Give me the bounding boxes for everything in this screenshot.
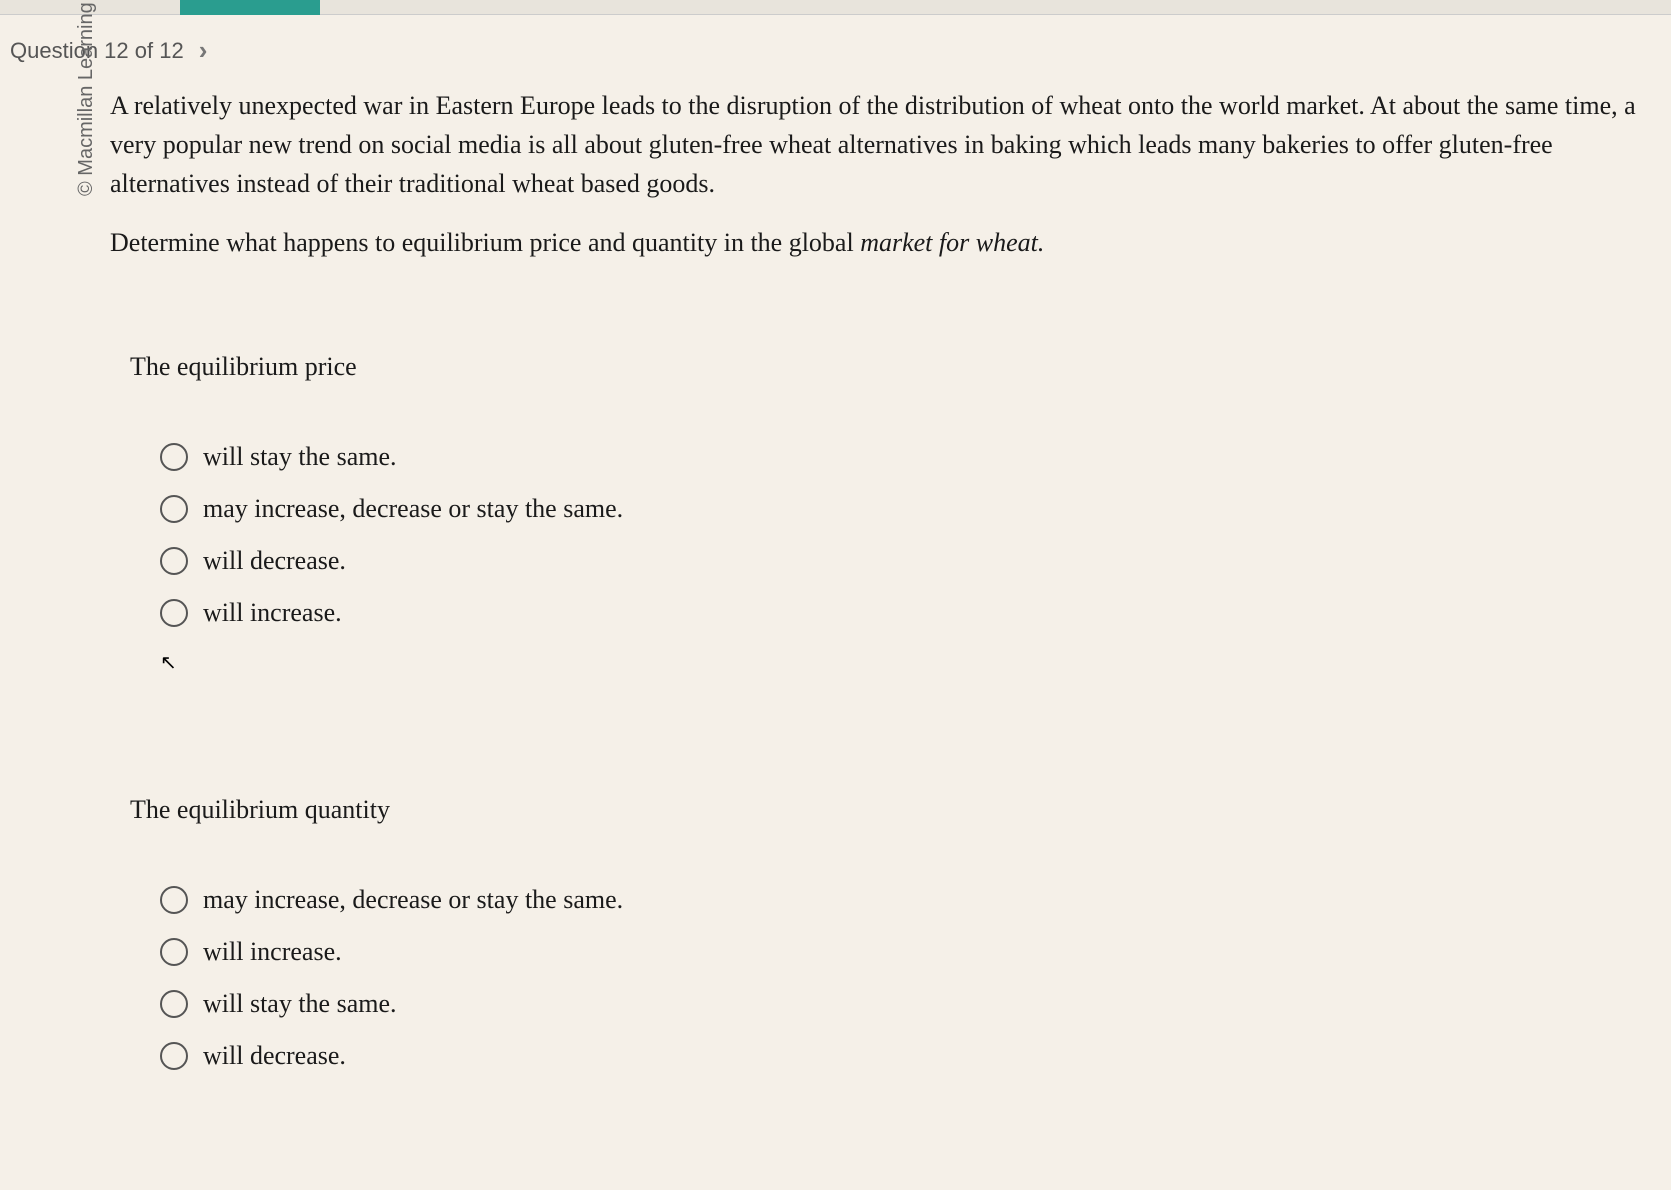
option-label: may increase, decrease or stay the same. [203, 885, 623, 915]
price-option-3[interactable]: will increase. [160, 598, 1661, 628]
quantity-option-2[interactable]: will stay the same. [160, 989, 1661, 1019]
question-text: A relatively unexpected war in Eastern E… [110, 86, 1661, 262]
option-label: will decrease. [203, 546, 346, 576]
quantity-option-0[interactable]: may increase, decrease or stay the same. [160, 885, 1661, 915]
radio-icon [160, 990, 188, 1018]
progress-segment [180, 0, 320, 15]
option-label: will stay the same. [203, 989, 397, 1019]
quantity-options: may increase, decrease or stay the same.… [160, 885, 1661, 1071]
price-question-group: The equilibrium price will stay the same… [130, 352, 1661, 675]
question-paragraph-2: Determine what happens to equilibrium pr… [110, 223, 1641, 262]
next-question-chevron-icon[interactable]: › [199, 35, 208, 66]
radio-icon [160, 938, 188, 966]
question-p2-prefix: Determine what happens to equilibrium pr… [110, 228, 860, 257]
question-paragraph-1: A relatively unexpected war in Eastern E… [110, 86, 1641, 203]
price-option-2[interactable]: will decrease. [160, 546, 1661, 576]
cursor-icon: ↖ [160, 650, 1661, 675]
price-group-title: The equilibrium price [130, 352, 1661, 382]
copyright-text: © Macmillan Learning [75, 2, 98, 196]
option-label: may increase, decrease or stay the same. [203, 494, 623, 524]
price-options: will stay the same. may increase, decrea… [160, 442, 1661, 628]
quantity-question-group: The equilibrium quantity may increase, d… [130, 795, 1661, 1071]
radio-icon [160, 599, 188, 627]
radio-icon [160, 547, 188, 575]
price-option-1[interactable]: may increase, decrease or stay the same. [160, 494, 1661, 524]
radio-icon [160, 443, 188, 471]
quantity-option-3[interactable]: will decrease. [160, 1041, 1661, 1071]
price-option-0[interactable]: will stay the same. [160, 442, 1661, 472]
content-area: © Macmillan Learning A relatively unexpe… [80, 86, 1661, 1071]
quantity-option-1[interactable]: will increase. [160, 937, 1661, 967]
option-label: will increase. [203, 598, 342, 628]
option-label: will stay the same. [203, 442, 397, 472]
top-bar [0, 0, 1671, 15]
option-label: will decrease. [203, 1041, 346, 1071]
option-label: will increase. [203, 937, 342, 967]
question-nav: Question 12 of 12 › [0, 15, 1671, 86]
radio-icon [160, 886, 188, 914]
radio-icon [160, 495, 188, 523]
question-p2-italic: market for wheat. [860, 228, 1044, 257]
quantity-group-title: The equilibrium quantity [130, 795, 1661, 825]
radio-icon [160, 1042, 188, 1070]
